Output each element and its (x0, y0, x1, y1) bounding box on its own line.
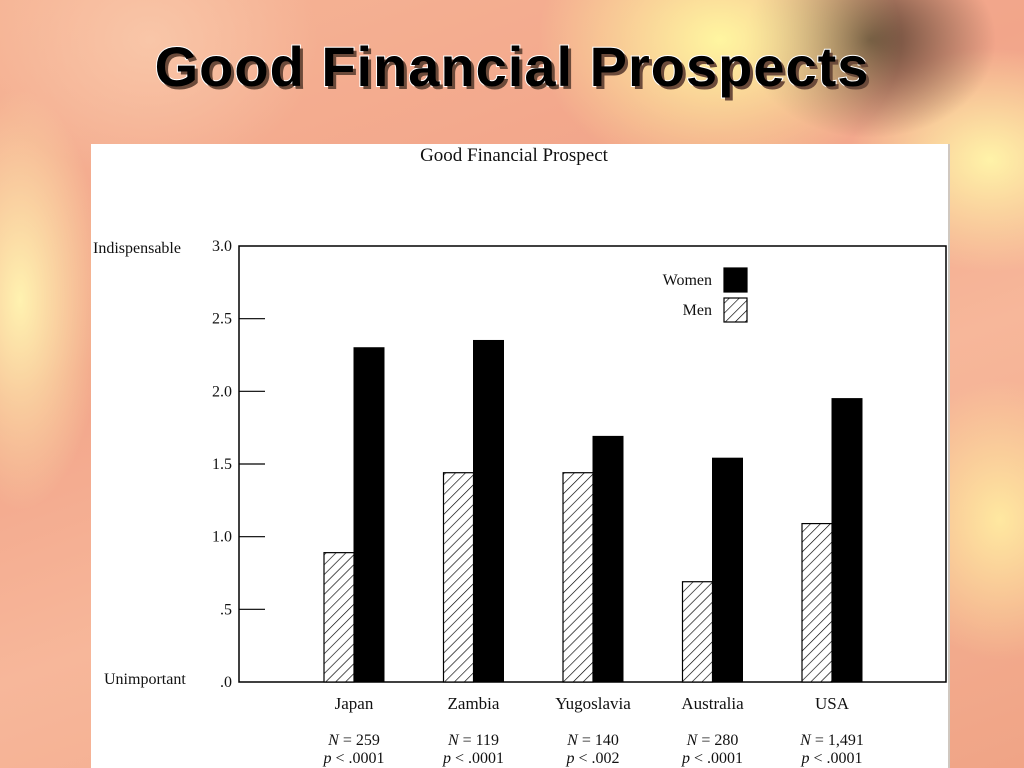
p-value-label: p < .0001 (681, 750, 743, 767)
sample-size-label: N = 259 (327, 732, 380, 749)
bar-chart: Good Financial Prospect Indispensable Un… (93, 145, 947, 767)
x-tick-label: Australia (681, 694, 744, 713)
y-bottom-label: Unimportant (104, 671, 186, 688)
bar-men (562, 472, 594, 683)
chart-panel: Good Financial Prospect Indispensable Un… (91, 144, 948, 768)
p-value-label: p < .0001 (442, 750, 504, 767)
sample-size-label: N = 140 (566, 732, 619, 749)
bar-men (323, 552, 355, 683)
bar-women (353, 347, 385, 683)
p-value-label: p < .002 (565, 750, 619, 767)
y-tick-label: 2.0 (212, 383, 232, 400)
legend-label: Women (663, 272, 712, 289)
sample-size-label: N = 119 (447, 732, 499, 749)
legend-swatch-men (723, 297, 748, 323)
y-tick-label: .0 (220, 674, 232, 691)
y-tick-label: 3.0 (212, 238, 232, 255)
y-tick-label: .5 (220, 601, 232, 618)
y-tick-label: 1.0 (212, 529, 232, 546)
y-tick-label: 1.5 (212, 456, 232, 473)
sample-size-label: N = 280 (686, 732, 739, 749)
y-tick-label: 2.5 (212, 311, 232, 328)
legend-swatch-women (723, 267, 748, 293)
bar-men (681, 581, 714, 683)
bar-women (712, 457, 743, 683)
x-tick-label: Zambia (448, 694, 500, 713)
bar-men (801, 522, 833, 683)
bar-women (592, 435, 624, 683)
x-tick-label: Yugoslavia (555, 694, 631, 713)
bar-women (831, 398, 863, 683)
y-top-label: Indispensable (93, 240, 181, 257)
p-value-label: p < .0001 (322, 750, 384, 767)
sample-size-label: N = 1,491 (799, 732, 864, 749)
slide-title: Good Financial Prospects (154, 34, 870, 99)
x-tick-label: USA (815, 694, 850, 713)
chart-title: Good Financial Prospect (420, 145, 609, 166)
bar-women (473, 339, 504, 683)
bar-men (442, 472, 475, 683)
x-tick-label: Japan (335, 694, 374, 713)
p-value-label: p < .0001 (800, 750, 862, 767)
legend-label: Men (683, 302, 712, 319)
